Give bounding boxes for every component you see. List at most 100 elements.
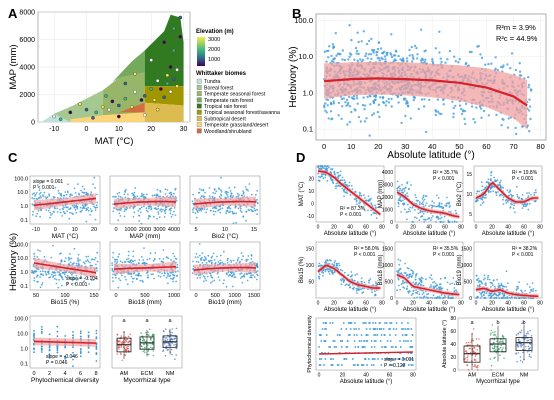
data-point (52, 276, 54, 278)
data-point (414, 216, 416, 219)
site-point (172, 77, 176, 82)
data-point (414, 278, 417, 281)
y-tick-label: 100 (306, 263, 315, 269)
box-jitter-point (469, 351, 472, 354)
data-point (319, 165, 322, 167)
data-point (141, 195, 143, 197)
data-point (33, 351, 35, 354)
x-tick-label: 20 (489, 225, 495, 231)
herbivory-point (484, 63, 487, 66)
data-point (374, 334, 377, 336)
data-point (415, 196, 417, 199)
x-tick-label: 40 (505, 301, 511, 307)
data-point (327, 268, 330, 271)
biome-legend-swatch (196, 91, 202, 97)
data-point (58, 208, 61, 211)
herbivory-point (326, 104, 329, 107)
site-point (84, 107, 89, 112)
data-point (79, 206, 82, 209)
data-point (411, 358, 414, 360)
data-point (373, 346, 376, 348)
data-point (417, 199, 419, 202)
data-point (33, 330, 35, 332)
x-tick-label: 0 (194, 293, 197, 299)
data-point (490, 171, 492, 174)
y-tick-label: 10 (466, 192, 472, 198)
data-point (396, 289, 398, 292)
site-point (78, 102, 82, 106)
box-jitter-point (148, 328, 151, 331)
herbivory-point (379, 47, 383, 50)
data-point (172, 195, 174, 198)
data-point (118, 253, 121, 256)
data-point (339, 170, 342, 173)
data-point (247, 272, 250, 275)
herbivory-point (428, 98, 431, 102)
data-point (112, 251, 115, 254)
data-point (506, 189, 509, 192)
data-point (492, 279, 495, 281)
herbivory-point (424, 49, 427, 52)
data-point (32, 210, 34, 213)
data-point (358, 204, 360, 207)
data-point (153, 258, 156, 260)
data-point (90, 279, 93, 281)
data-point (495, 194, 498, 197)
data-point (223, 279, 226, 281)
data-point (317, 175, 320, 178)
site-point (162, 95, 166, 100)
data-point (506, 297, 508, 299)
herbivory-point (325, 111, 328, 114)
herbivory-point (377, 103, 381, 107)
data-point (477, 277, 480, 280)
data-point (127, 273, 129, 275)
data-point (356, 273, 358, 275)
x-tick-label: 80 (410, 373, 416, 379)
data-point (37, 268, 40, 271)
data-point (332, 358, 335, 360)
data-point (346, 340, 349, 342)
data-point (79, 351, 82, 354)
data-point (72, 334, 74, 337)
y-tick-label: 2000 (19, 92, 35, 99)
y-tick-label: 1.0 (20, 347, 28, 353)
box-jitter-point (118, 345, 120, 347)
data-point (503, 285, 506, 288)
y-tick-label: 10.0 (17, 256, 28, 262)
data-point (502, 295, 505, 297)
data-point (125, 258, 128, 261)
herbivory-point (326, 98, 330, 102)
herbivory-point (458, 58, 461, 61)
data-point (69, 253, 71, 255)
data-point (433, 285, 435, 288)
box-jitter-point (166, 337, 168, 339)
y-tick-label: 0.1 (20, 284, 28, 290)
x-tick-label: 20 (91, 227, 97, 233)
data-point (240, 252, 243, 255)
data-point (407, 340, 409, 342)
data-point (131, 281, 134, 283)
data-point (329, 270, 332, 272)
herbivory-point (406, 105, 410, 108)
data-point (372, 322, 374, 324)
x-tick-label: 10 (72, 227, 78, 233)
data-point (396, 180, 399, 183)
data-point (326, 179, 329, 182)
data-point (47, 272, 50, 275)
site-point (172, 48, 176, 53)
subplot-xlabel: Bio18 (mm) (128, 299, 162, 306)
data-point (256, 263, 258, 265)
data-point (374, 293, 377, 296)
data-point (328, 166, 330, 169)
data-point (89, 214, 92, 216)
data-point (439, 297, 442, 299)
data-point (247, 208, 250, 211)
subplot-xlabel: Absolute latitude (°) (324, 307, 376, 313)
data-point (439, 277, 442, 280)
data-point (418, 201, 421, 204)
subplot-ylabel: Bio2 (°C) (457, 182, 463, 206)
data-point (192, 211, 195, 214)
data-point (503, 293, 506, 296)
subplot-ylabel: Bio18 (mm) (378, 254, 384, 285)
